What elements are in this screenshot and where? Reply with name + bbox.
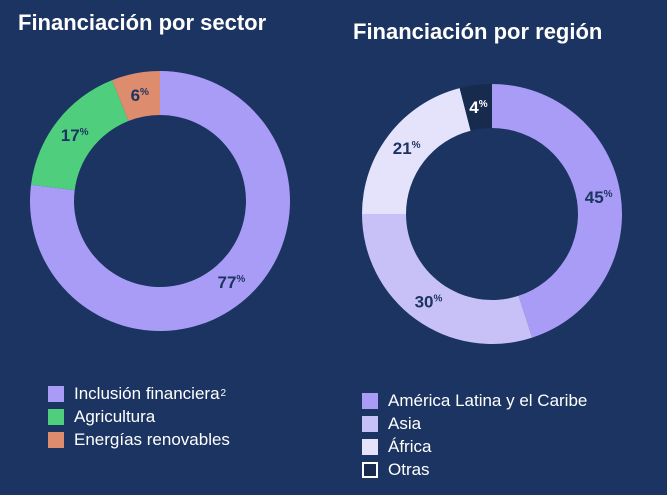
legend-item-energias-renovables: Energías renovables bbox=[48, 428, 230, 451]
legend-label: Asia bbox=[388, 413, 422, 433]
legend-swatch bbox=[362, 415, 378, 432]
legend-label: Otras bbox=[388, 459, 430, 479]
legend-sector: Inclusión financiera 2 Agricultura Energías… bbox=[48, 382, 230, 451]
legend-swatch bbox=[362, 461, 378, 478]
donut-slice-agricultura bbox=[31, 80, 129, 191]
legend-item-asia: Asia bbox=[362, 412, 587, 435]
legend-swatch bbox=[48, 408, 64, 425]
legend-label: América Latina y el Caribe bbox=[388, 390, 588, 410]
chart-title-sector: Financiación por sector bbox=[18, 10, 267, 35]
chart-title-region: Financiación por región bbox=[353, 19, 603, 44]
legend-swatch bbox=[362, 438, 378, 455]
legend-item-agricultura: Agricultura bbox=[48, 405, 230, 428]
donut-slice-otras bbox=[459, 84, 492, 131]
slice-label-otras: 4% bbox=[469, 98, 487, 117]
slice-label-agricultura: 17% bbox=[61, 126, 89, 145]
slice-label-inclusion-financiera: 77% bbox=[218, 273, 246, 292]
slice-label-america-latina-y-el-caribe: 45% bbox=[585, 188, 613, 207]
legend-item-inclusion-financiera: Inclusión financiera 2 bbox=[48, 382, 230, 405]
legend-label: África bbox=[388, 436, 432, 456]
legend-label: Agricultura bbox=[74, 406, 156, 426]
legend-item-america-latina-y-el-caribe: América Latina y el Caribe bbox=[362, 389, 587, 412]
donut-slice-asia bbox=[362, 214, 533, 344]
slice-label-asia: 30% bbox=[415, 292, 443, 311]
legend-label: Inclusión financiera bbox=[74, 383, 220, 403]
legend-swatch bbox=[48, 431, 64, 448]
donut-slice-inclusion-financiera bbox=[29, 71, 291, 332]
donut-slice-africa bbox=[362, 88, 471, 214]
legend-region: América Latina y el Caribe Asia África Otra… bbox=[362, 389, 587, 481]
legend-swatch bbox=[362, 392, 378, 409]
donut-slice-america-latina-y-el-caribe bbox=[492, 84, 622, 338]
legend-swatch bbox=[48, 385, 64, 402]
footnote-marker: 2 bbox=[220, 388, 227, 399]
slice-label-energias-renovables: 6% bbox=[131, 86, 149, 105]
legend-item-otras: Otras bbox=[362, 458, 587, 481]
donut-chart-region: 45% 30% 21% 4% bbox=[362, 84, 622, 344]
slice-label-africa: 21% bbox=[393, 139, 421, 158]
legend-label: Energías renovables bbox=[74, 429, 230, 449]
legend-item-africa: África bbox=[362, 435, 587, 458]
donut-chart-sector: 77% 17% 6% bbox=[29, 71, 291, 332]
donut-slice-energias-renovables bbox=[112, 71, 160, 122]
